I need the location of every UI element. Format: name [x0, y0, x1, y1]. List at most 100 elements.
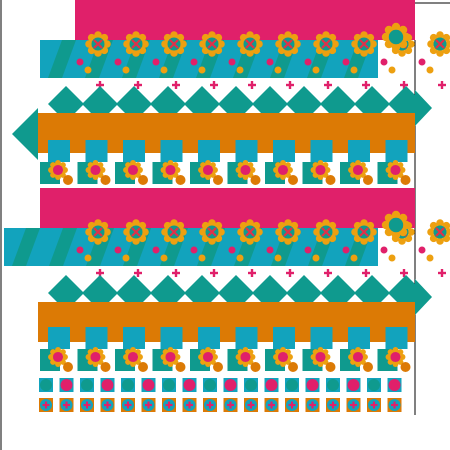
plus-bar: [136, 81, 140, 89]
petal-shape: [212, 354, 218, 360]
plus-bar: [44, 401, 48, 409]
small-dot: [63, 362, 73, 372]
petal-shape: [167, 174, 174, 180]
petal-shape: [385, 354, 392, 360]
small-dot: [190, 246, 198, 254]
petal-shape: [275, 228, 283, 236]
round-dot: [265, 379, 278, 391]
small-dot: [84, 254, 92, 262]
petal-shape: [255, 228, 263, 236]
petal-shape: [392, 160, 399, 166]
cyan-block: [273, 140, 295, 162]
small-dot: [266, 58, 274, 66]
petal-shape: [199, 40, 207, 48]
plus-bar: [106, 401, 109, 409]
flower-icon: [48, 347, 68, 367]
flower-center-shape: [352, 351, 364, 363]
flower-center-shape: [315, 164, 326, 176]
petal-shape: [280, 174, 286, 180]
flower-icon: [348, 160, 368, 180]
petal-shape: [55, 347, 61, 353]
petal-shape: [399, 354, 406, 360]
small-dot: [342, 246, 350, 254]
petal-shape: [141, 228, 149, 236]
cyan-block: [348, 140, 370, 162]
petal-shape: [132, 219, 140, 227]
petal-shape: [208, 49, 216, 57]
plus-icon: [134, 269, 142, 277]
petal-shape: [284, 49, 292, 57]
plus-icon: [324, 81, 332, 89]
plus-icon: [247, 401, 255, 409]
petal-shape: [103, 228, 111, 236]
petal-shape: [123, 354, 129, 360]
small-dot: [236, 66, 244, 74]
small-dot: [175, 362, 186, 372]
round-dot: [40, 379, 52, 391]
diagonal-stripe: [48, 40, 76, 78]
plus-bar: [212, 269, 216, 277]
plus-bar: [147, 401, 150, 409]
band-blocks-top: [40, 140, 411, 185]
small-dot: [213, 175, 223, 185]
cyan-block: [273, 327, 295, 349]
small-dot: [325, 362, 336, 372]
small-dot: [350, 66, 358, 74]
petal-shape: [324, 167, 331, 173]
small-dot: [228, 58, 236, 66]
flower-center-shape: [240, 164, 251, 176]
plus-icon: [286, 269, 294, 277]
flower-icon: [160, 160, 181, 180]
cyan-block: [160, 327, 183, 349]
small-dot: [400, 175, 411, 185]
flower-center-shape: [90, 351, 101, 363]
petal-shape: [391, 230, 401, 240]
petal-shape: [399, 167, 406, 173]
band-flower-stripe-middle: [4, 188, 450, 277]
small-dot: [426, 254, 434, 262]
round-dot: [286, 379, 298, 391]
petal-shape: [246, 237, 254, 245]
plus-bar: [136, 269, 140, 277]
plus-icon: [172, 81, 180, 89]
petal-shape: [427, 228, 435, 236]
small-dot: [400, 362, 411, 372]
small-dot: [388, 254, 396, 262]
petal-shape: [348, 354, 354, 360]
plus-bar: [126, 401, 130, 409]
flower-center-shape: [52, 164, 64, 176]
petal-shape: [360, 31, 368, 39]
petal-shape: [174, 354, 181, 360]
small-dot: [304, 246, 312, 254]
flower-center-shape: [240, 351, 251, 363]
plus-bar: [372, 401, 376, 409]
arrow-right-shape: [415, 279, 432, 315]
petal-shape: [99, 354, 106, 360]
flower-icon: [273, 347, 293, 367]
petal-shape: [205, 361, 211, 367]
petal-shape: [92, 160, 99, 166]
plus-bar: [188, 401, 191, 409]
petal-shape: [401, 32, 411, 42]
small-dot: [84, 66, 92, 74]
round-dot: [122, 379, 134, 391]
plus-icon: [96, 81, 104, 89]
petal-shape: [48, 167, 54, 173]
plus-bar: [249, 401, 253, 409]
petal-shape: [436, 219, 444, 227]
plus-bar: [250, 269, 254, 277]
diagonal-stripe: [12, 228, 40, 266]
petal-shape: [310, 167, 317, 173]
petal-shape: [392, 174, 399, 180]
petal-shape: [205, 160, 211, 166]
plus-icon: [206, 401, 214, 409]
flower-center-shape: [127, 351, 139, 363]
petal-shape: [369, 40, 377, 48]
petal-shape: [360, 237, 368, 245]
round-dot: [224, 379, 237, 391]
cyan-block: [198, 140, 220, 162]
plus-bar: [167, 401, 171, 409]
petal-shape: [242, 347, 249, 353]
petal-shape: [317, 174, 324, 180]
petal-shape: [407, 228, 415, 236]
